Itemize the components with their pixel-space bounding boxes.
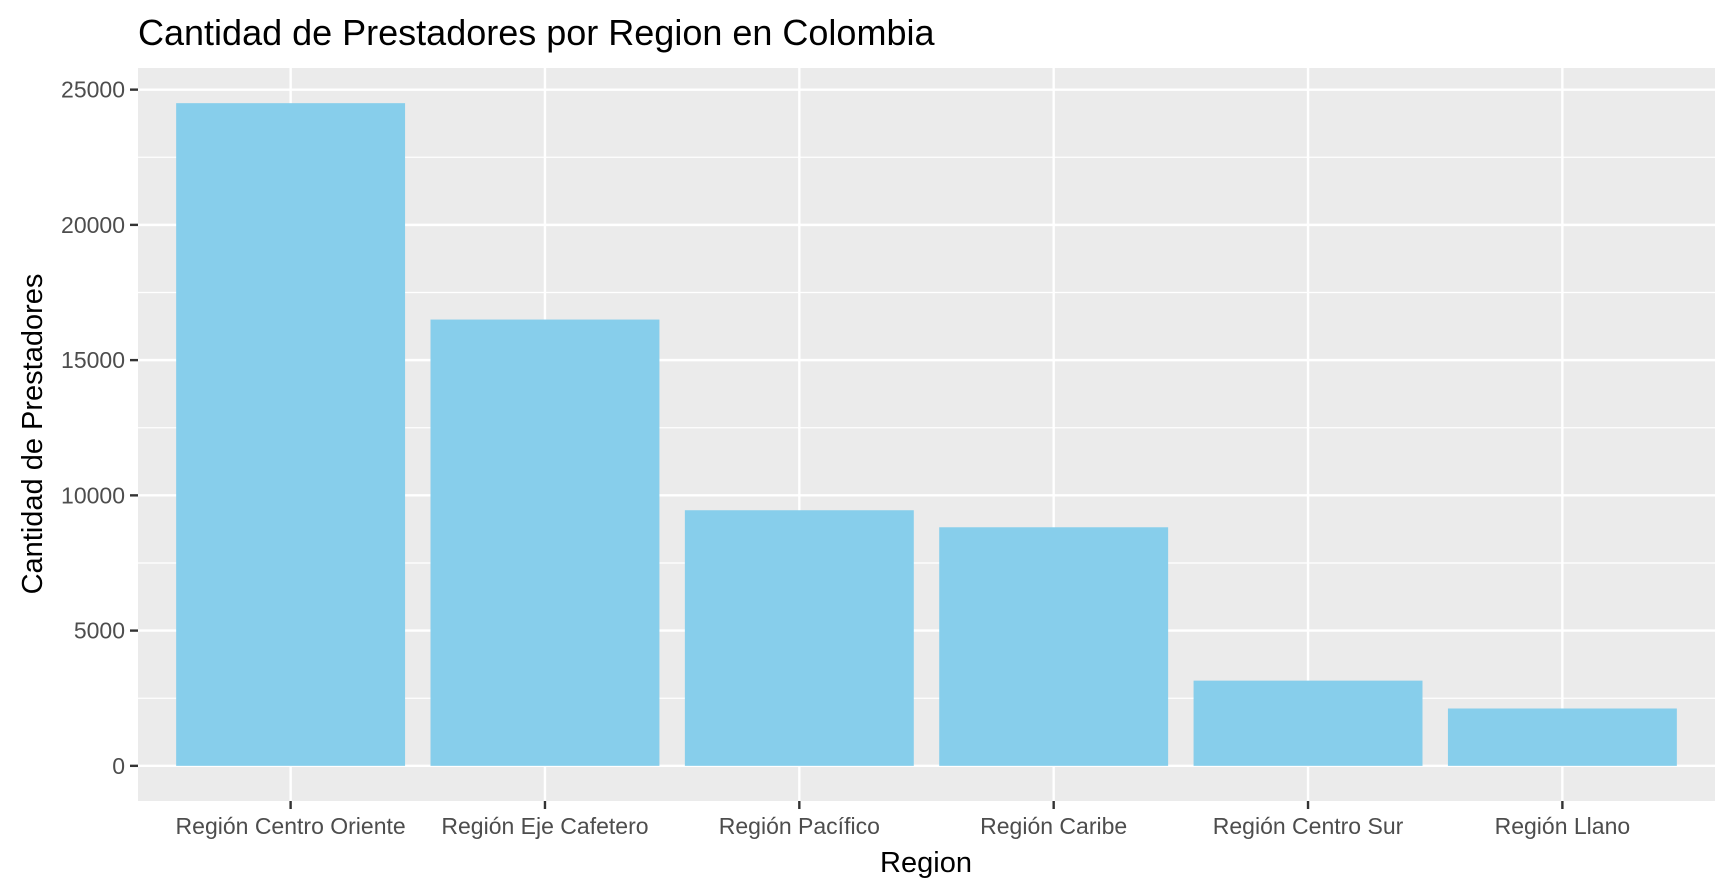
bar <box>430 319 660 766</box>
y-tick-label: 15000 <box>61 347 125 373</box>
y-axis-title: Cantidad de Prestadores <box>17 274 49 595</box>
y-axis: 0 5000 10000 15000 20000 25000 <box>61 77 138 779</box>
x-axis: Región Centro Oriente Región Eje Cafetero… <box>176 801 1631 839</box>
bar <box>1193 680 1423 766</box>
y-tick-label: 0 <box>112 753 125 779</box>
bar <box>939 527 1169 766</box>
bar <box>176 103 406 766</box>
bar <box>684 510 914 766</box>
y-tick-label: 5000 <box>74 618 125 644</box>
x-axis-title: Region <box>880 847 972 879</box>
x-tick-label: Región Pacífico <box>719 813 880 839</box>
chart-title: Cantidad de Prestadores por Region en Co… <box>138 12 935 53</box>
y-tick-label: 20000 <box>61 212 125 238</box>
x-tick-label: Región Centro Oriente <box>176 813 406 839</box>
y-tick-label: 25000 <box>61 77 125 103</box>
x-tick-label: Región Caribe <box>980 813 1127 839</box>
x-tick-label: Región Centro Sur <box>1213 813 1404 839</box>
y-tick-label: 10000 <box>61 482 125 508</box>
bars <box>176 103 1677 766</box>
x-tick-label: Región Llano <box>1495 813 1631 839</box>
bar <box>1447 708 1677 766</box>
x-tick-label: Región Eje Cafetero <box>441 813 648 839</box>
